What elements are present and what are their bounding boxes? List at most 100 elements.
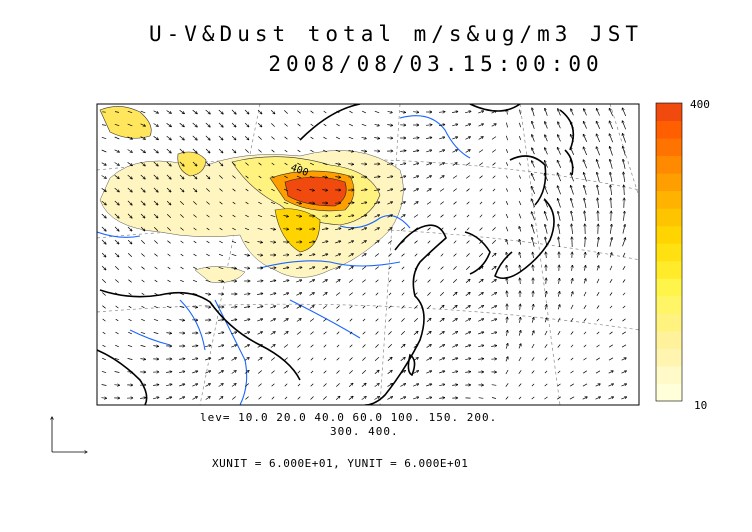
wind-vector-arrow <box>413 331 418 335</box>
wind-vector-arrow <box>519 252 520 258</box>
wind-vector-arrow <box>414 279 418 283</box>
wind-vector-arrow <box>622 108 627 117</box>
wind-vector-arrow <box>114 252 119 257</box>
wind-vector-arrow <box>532 108 535 117</box>
wind-vector-arrow <box>531 186 536 194</box>
wind-vector-arrow <box>440 214 444 218</box>
colorbar-swatch <box>656 173 682 192</box>
wind-vector-arrow <box>597 198 598 209</box>
colorbar-swatch <box>656 138 682 157</box>
wind-vector-arrow <box>166 187 171 192</box>
wind-vector-arrow <box>520 317 521 323</box>
wind-vector-arrow <box>270 201 276 205</box>
wind-vector-arrow <box>583 357 587 361</box>
wind-vector-arrow <box>192 279 198 283</box>
wind-vector-arrow <box>610 185 613 196</box>
wind-vector-arrow <box>244 255 250 256</box>
wind-vector-arrow <box>348 136 354 140</box>
wind-vector-arrow <box>439 176 444 179</box>
wind-vector-arrow <box>583 121 587 129</box>
wind-vector-arrow <box>205 397 211 400</box>
wind-vector-arrow <box>271 370 275 374</box>
wind-vector-arrow <box>439 371 445 374</box>
wind-vector-arrow <box>387 176 393 177</box>
wind-vector-arrow <box>101 252 106 257</box>
wind-vector-arrow <box>114 162 120 166</box>
wind-vector-arrow <box>283 319 289 322</box>
wind-vector-arrow <box>218 358 223 361</box>
wind-vector-arrow <box>192 135 197 140</box>
wind-vector-arrow <box>231 148 236 153</box>
wind-vector-arrow <box>140 161 146 166</box>
wind-vector-arrow <box>205 345 211 346</box>
wind-vector-arrow <box>427 253 431 257</box>
wind-vector-arrow <box>270 357 276 361</box>
wind-vector-arrow <box>140 149 146 152</box>
wind-vector-arrow <box>557 147 561 155</box>
wind-vector-arrow <box>400 384 405 387</box>
wind-vector-arrow <box>296 175 302 179</box>
wind-vector-arrow <box>466 240 470 244</box>
wind-vector-arrow <box>101 188 107 191</box>
wind-vector-arrow <box>610 253 612 258</box>
wind-vector-arrow <box>584 265 585 271</box>
wind-vector-arrow <box>166 123 172 126</box>
wind-vector-arrow <box>153 110 159 113</box>
wind-vector-arrow <box>519 330 521 336</box>
wind-vector-arrow <box>478 319 483 322</box>
wind-vector-arrow <box>115 344 119 348</box>
wind-vector-arrow <box>361 215 367 218</box>
wind-vector-arrow <box>608 397 613 400</box>
wind-vector-arrow <box>180 240 184 244</box>
wind-vector-arrow <box>166 161 171 166</box>
wind-vector-arrow <box>414 253 418 257</box>
wind-vector-arrow <box>206 253 210 257</box>
wind-vector-arrow <box>374 124 380 125</box>
wind-vector-arrow <box>167 253 171 257</box>
wind-vector-arrow <box>611 198 612 209</box>
wind-vector-arrow <box>557 173 562 182</box>
wind-vector-arrow <box>101 124 107 126</box>
wind-vector-arrow <box>309 242 315 243</box>
wind-vector-arrow <box>596 147 601 156</box>
wind-vector-arrow <box>557 396 561 400</box>
wind-vector-arrow <box>310 136 314 140</box>
wind-vector-arrow <box>585 252 586 258</box>
wind-vector-arrow <box>478 111 483 114</box>
wind-vector-arrow <box>323 331 327 335</box>
wind-vector-arrow <box>141 318 145 322</box>
wind-vector-arrow <box>335 396 340 400</box>
wind-vector-arrow <box>179 397 184 400</box>
wind-vector-arrow <box>401 318 405 322</box>
wind-vector-arrow <box>192 358 198 359</box>
wind-vector-arrow <box>584 198 587 208</box>
wind-vector-arrow <box>531 331 534 336</box>
wind-vector-arrow <box>465 345 471 348</box>
wind-vector-arrow <box>179 292 185 296</box>
wind-vector-arrow <box>506 175 508 179</box>
wind-vector-arrow <box>127 226 132 231</box>
wind-vector-arrow <box>518 356 522 362</box>
wind-vector-arrow <box>179 135 185 140</box>
wind-vector-arrow <box>427 214 431 218</box>
wind-vector-arrow <box>231 253 237 257</box>
dust-region-taklimakan <box>99 106 152 139</box>
wind-vector-arrow <box>192 109 198 114</box>
wind-vector-arrow <box>491 136 497 140</box>
wind-vector-arrow <box>532 121 535 129</box>
wind-vector-arrow <box>596 292 600 296</box>
wind-vector-arrow <box>127 200 132 205</box>
wind-vector-arrow <box>439 163 445 166</box>
wind-vector-arrow <box>335 149 341 153</box>
wind-vector-arrow <box>505 135 509 141</box>
wind-vector-arrow <box>310 110 314 114</box>
wind-vector-arrow <box>426 384 432 387</box>
wind-vector-arrow <box>505 188 509 192</box>
wind-vector-arrow <box>322 190 327 191</box>
wind-vector-arrow <box>531 343 535 349</box>
wind-vector-arrow <box>400 202 406 205</box>
wind-vector-arrow <box>623 159 626 169</box>
wind-vector-arrow <box>179 161 184 166</box>
wind-vector-arrow <box>570 134 574 142</box>
wind-vector-arrow <box>257 370 263 374</box>
